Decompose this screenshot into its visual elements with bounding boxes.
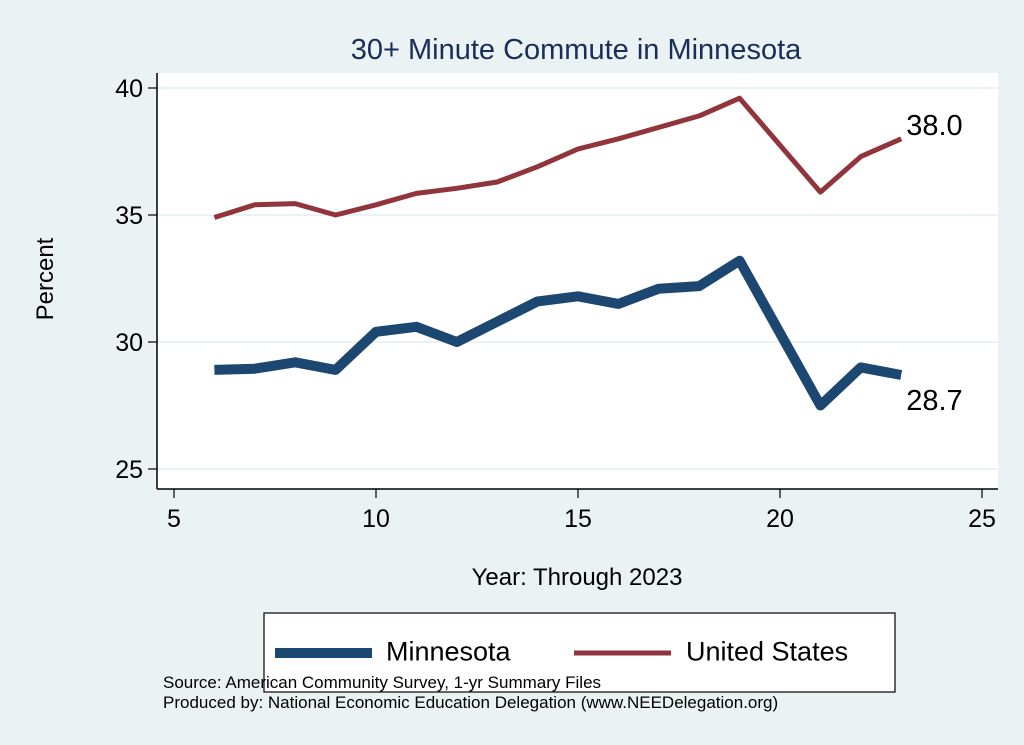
x-axis-title: Year: Through 2023 <box>472 564 683 591</box>
x-axis: 5 10 15 20 25 <box>167 489 996 533</box>
x-tick-label: 25 <box>968 505 996 533</box>
y-tick-label: 30 <box>115 329 143 357</box>
chart-title: 30+ Minute Commute in Minnesota <box>351 34 802 66</box>
legend: Minnesota United States <box>263 612 896 693</box>
x-tick-label: 20 <box>766 505 794 533</box>
legend-label-united-states: United States <box>686 637 848 667</box>
y-tick-label: 35 <box>115 202 143 230</box>
producer-note: Produced by: National Economic Education… <box>163 693 778 712</box>
plot-area <box>157 73 998 489</box>
x-tick-label: 10 <box>362 505 390 533</box>
y-axis: 25 30 35 40 <box>115 75 157 484</box>
series-lines: 28.7 38.0 <box>213 95 963 417</box>
x-tick-label: 5 <box>167 505 181 533</box>
y-axis-title: Percent <box>32 237 59 320</box>
source-note: Source: American Community Survey, 1-yr … <box>163 673 601 692</box>
x-tick-label: 15 <box>564 505 592 533</box>
gridlines <box>158 87 998 470</box>
end-label-minnesota: 28.7 <box>906 385 962 417</box>
legend-label-minnesota: Minnesota <box>386 637 512 667</box>
end-label-united-states: 38.0 <box>906 110 962 142</box>
y-tick-label: 40 <box>115 75 143 103</box>
y-tick-label: 25 <box>115 456 143 484</box>
